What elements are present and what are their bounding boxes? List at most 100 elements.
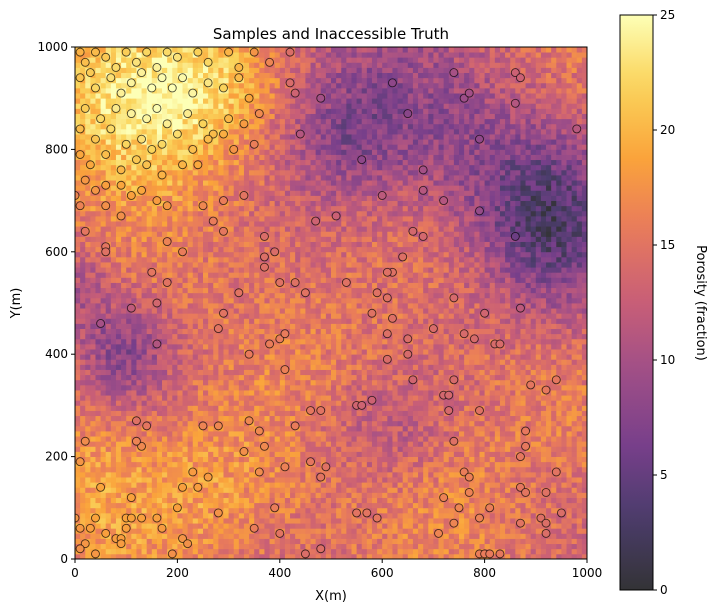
heatmap-cell xyxy=(151,323,158,329)
heatmap-cell xyxy=(228,466,235,473)
heatmap-cell xyxy=(576,333,583,340)
heatmap-cell xyxy=(151,497,158,504)
heatmap-cell xyxy=(341,379,347,386)
heatmap-cell xyxy=(228,477,235,483)
heatmap-cell xyxy=(464,425,470,432)
heatmap-cell xyxy=(546,338,552,345)
heatmap-cell xyxy=(402,364,409,370)
heatmap-cell xyxy=(525,343,532,350)
heatmap-cell xyxy=(310,395,317,401)
heatmap-cell xyxy=(397,538,404,545)
heatmap-cell xyxy=(80,446,86,452)
heatmap-cell xyxy=(95,354,101,360)
heatmap-cell xyxy=(571,487,578,493)
heatmap-cell xyxy=(546,400,552,406)
heatmap-cell xyxy=(392,349,398,355)
heatmap-cell xyxy=(423,528,429,534)
heatmap-cell xyxy=(474,364,480,370)
heatmap-cell xyxy=(167,354,173,360)
heatmap-cell xyxy=(418,323,424,329)
heatmap-cell xyxy=(576,471,583,478)
heatmap-cell xyxy=(136,548,142,555)
heatmap-cell xyxy=(459,359,465,365)
heatmap-cell xyxy=(162,364,168,370)
heatmap-cell xyxy=(315,425,322,432)
heatmap-cell xyxy=(254,303,260,309)
heatmap-cell xyxy=(197,415,204,422)
heatmap-cell xyxy=(300,354,306,360)
heatmap-cell xyxy=(397,328,404,335)
heatmap-cell xyxy=(320,369,327,376)
heatmap-cell xyxy=(121,379,127,386)
heatmap-cell xyxy=(336,415,342,422)
heatmap-cell xyxy=(131,446,137,452)
heatmap-cell xyxy=(126,349,132,355)
heatmap-cell xyxy=(197,390,204,396)
heatmap-cell xyxy=(546,512,552,519)
heatmap-cell xyxy=(213,538,219,545)
heatmap-cell xyxy=(566,487,573,493)
heatmap-cell xyxy=(341,471,347,478)
heatmap-cell xyxy=(269,548,276,555)
heatmap-cell xyxy=(192,425,199,432)
heatmap-cell xyxy=(192,308,199,314)
heatmap-cell xyxy=(571,308,578,314)
heatmap-cell xyxy=(494,543,501,550)
heatmap-cell xyxy=(377,343,383,350)
heatmap-cell xyxy=(295,461,301,468)
heatmap-cell xyxy=(300,333,306,340)
heatmap-cell xyxy=(95,466,101,473)
heatmap-cell xyxy=(75,436,81,442)
heatmap-cell xyxy=(208,466,214,473)
heatmap-cell xyxy=(110,323,117,329)
heatmap-cell xyxy=(146,318,153,324)
heatmap-cell xyxy=(197,338,204,345)
heatmap-cell xyxy=(131,338,137,345)
heatmap-cell xyxy=(141,543,148,550)
heatmap-cell xyxy=(392,502,398,509)
heatmap-cell xyxy=(566,323,573,329)
heatmap-cell xyxy=(85,349,91,355)
heatmap-cell xyxy=(418,466,424,473)
heatmap-cell xyxy=(105,548,112,555)
heatmap-cell xyxy=(464,441,470,447)
heatmap-cell xyxy=(105,369,112,376)
heatmap-cell xyxy=(187,410,194,417)
heatmap-cell xyxy=(341,553,347,559)
heatmap-cell xyxy=(581,466,587,473)
heatmap-cell xyxy=(300,523,306,529)
heatmap-cell xyxy=(305,451,311,457)
heatmap-cell xyxy=(290,333,296,340)
heatmap-cell xyxy=(274,436,281,442)
heatmap-cell xyxy=(433,487,439,493)
heatmap-cell xyxy=(351,466,357,473)
heatmap-cell xyxy=(438,512,445,519)
heatmap-cell xyxy=(259,303,265,309)
heatmap-cell xyxy=(494,487,501,493)
heatmap-cell xyxy=(489,466,496,473)
heatmap-cell xyxy=(213,349,219,355)
heatmap-cell xyxy=(366,538,373,545)
heatmap-cell xyxy=(535,364,542,370)
heatmap-cell xyxy=(515,425,521,432)
heatmap-cell xyxy=(341,384,347,391)
heatmap-cell xyxy=(443,349,450,355)
heatmap-cell xyxy=(218,390,224,396)
heatmap-cell xyxy=(484,384,491,391)
heatmap-cell xyxy=(187,308,194,314)
heatmap-cell xyxy=(453,384,460,391)
heatmap-cell xyxy=(387,523,393,529)
heatmap-cell xyxy=(187,487,194,493)
heatmap-cell xyxy=(146,374,153,381)
heatmap-cell xyxy=(284,441,291,447)
heatmap-cell xyxy=(238,548,245,555)
heatmap-cell xyxy=(566,364,573,370)
heatmap-cell xyxy=(351,523,357,529)
heatmap-cell xyxy=(228,400,235,406)
heatmap-cell xyxy=(105,543,112,550)
heatmap-cell xyxy=(295,343,301,350)
heatmap-cell xyxy=(115,492,122,498)
heatmap-cell xyxy=(423,313,429,319)
heatmap-cell xyxy=(387,374,393,381)
heatmap-cell xyxy=(121,343,127,350)
